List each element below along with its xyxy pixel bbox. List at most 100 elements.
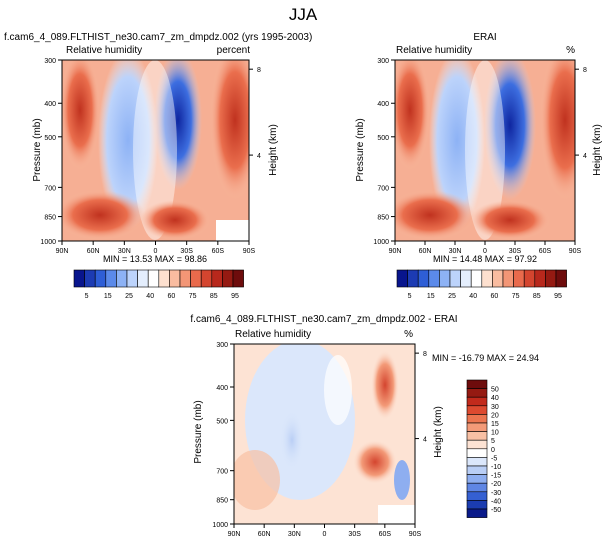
panel-a-title: f.cam6_4_089.FLTHIST_ne30.cam7_zm_dmpdz.… [4,32,312,43]
y-tick-label: 400 [216,385,228,392]
y-tick-label: 300 [377,58,389,65]
panel-a-subtitle-left: Relative humidity [66,45,142,56]
colorbar-label: -20 [491,481,501,488]
panel-c-subtitle-right: % [404,329,413,340]
colorbar-label: 5 [85,293,89,300]
colorbar-label: 15 [104,293,112,300]
x-tick-label: 60S [539,248,552,255]
x-tick-label: 60N [258,531,271,538]
colorbar-swatch [407,269,419,288]
panel-model: f.cam6_4_089.FLTHIST_ne30.cam7_zm_dmpdz.… [4,32,312,300]
colorbar-label: 75 [189,293,197,300]
y-tick-label: 1000 [373,239,389,246]
colorbar-swatch [73,269,85,288]
colorbar-swatch [466,405,488,415]
y-tick-label: 1000 [40,239,56,246]
x-tick-label: 0 [323,531,327,538]
colorbar-swatch [513,269,525,288]
colorbar-swatch [211,269,223,288]
colorbar-swatch [470,269,483,288]
y-tick-label: 500 [44,135,56,142]
colorbar-label: -15 [491,473,501,480]
colorbar-swatch [222,269,234,288]
y-tick-label: 700 [216,469,228,476]
colorbar-swatch [439,269,451,288]
colorbar-label: 5 [408,293,412,300]
colorbar-label: -5 [491,455,497,462]
y-tick-label: 300 [216,342,228,349]
panel-c-stats: MIN = -16.79 MAX = 24.94 [432,353,539,363]
colorbar-swatch [466,431,488,441]
y-tick-label: 850 [377,215,389,222]
y-right-tick-label: 4 [423,437,427,444]
panel-c-yticks: 300 400 500 700 850 1000 8 4 [212,342,427,529]
colorbar-swatch [137,269,149,288]
y-tick-label: 700 [44,185,56,192]
colorbar-swatch [466,422,488,432]
colorbar-swatch [460,269,472,288]
colorbar-swatch [466,396,488,407]
colorbar-swatch [179,269,191,288]
colorbar-swatch [84,269,96,288]
colorbar-swatch [466,508,488,518]
colorbar-label: 20 [491,412,499,419]
colorbar-label: 40 [491,395,499,402]
colorbar-swatch [466,491,488,501]
colorbar-label: -50 [491,507,501,514]
y-right-tick-label: 8 [257,67,261,74]
colorbar-swatch [466,379,488,389]
x-tick-label: 30N [288,531,301,538]
colorbar-swatch [147,269,160,288]
colorbar-swatch [94,269,107,288]
y-right-tick-label: 8 [583,67,587,74]
colorbar-label: 25 [125,293,133,300]
colorbar-swatch [492,269,504,288]
panel-b-yticks: 300 400 500 700 850 1000 8 4 [373,58,587,246]
x-tick-label: 90N [56,248,69,255]
colorbar-swatch [466,414,488,424]
colorbar-swatch [428,269,440,288]
panel-b-subtitle-right: % [566,45,575,56]
colorbar-swatch [523,269,536,288]
y-tick-label: 500 [216,418,228,425]
y-tick-label: 300 [44,58,56,65]
colorbar-swatch [466,482,488,493]
colorbar-swatch [466,388,488,398]
colorbar-swatch [466,448,488,458]
panel-a-subtitle-right: percent [217,45,251,56]
colorbar-swatch [466,465,488,475]
panel-a-ylabel-right: Height (km) [268,124,279,176]
panel-c-xticks: 90N 60N 30N 0 30S 60S 90S [228,524,422,538]
y-tick-label: 400 [44,101,56,108]
y-right-tick-label: 4 [583,153,587,160]
colorbar-swatch [466,439,488,450]
colorbar-swatch [555,269,567,288]
colorbar-swatch [232,269,244,288]
colorbar-label: 95 [554,293,562,300]
panel-obs: ERAI Relative humidity % Pressure (mb) H… [355,32,603,300]
colorbar-swatch [169,269,181,288]
x-tick-label: 30N [449,248,462,255]
x-tick-label: 0 [483,248,487,255]
colorbar-label: 60 [491,293,499,300]
colorbar-swatch [466,474,488,484]
panel-a-ylabel: Pressure (mb) [32,118,43,181]
colorbar-label: -40 [491,498,501,505]
panel-b-ylabel-right: Height (km) [592,124,603,176]
colorbar-swatch [481,269,493,288]
y-right-tick-label: 8 [423,351,427,358]
x-tick-label: 60N [419,248,432,255]
y-tick-label: 850 [216,498,228,505]
panel-a-xticks: 90N 60N 30N 0 30S 60S 90S [56,241,256,255]
x-tick-label: 90N [389,248,402,255]
y-right-tick-label: 4 [257,153,261,160]
colorbar-label: 15 [427,293,435,300]
colorbar-label: 85 [210,293,218,300]
colorbar-label: -30 [491,490,501,497]
panel-c-ylabel-right: Height (km) [433,406,444,458]
colorbar-swatch [449,269,461,288]
colorbar-label: 75 [512,293,520,300]
colorbar-swatch [545,269,557,288]
colorbar-swatch [190,269,202,288]
